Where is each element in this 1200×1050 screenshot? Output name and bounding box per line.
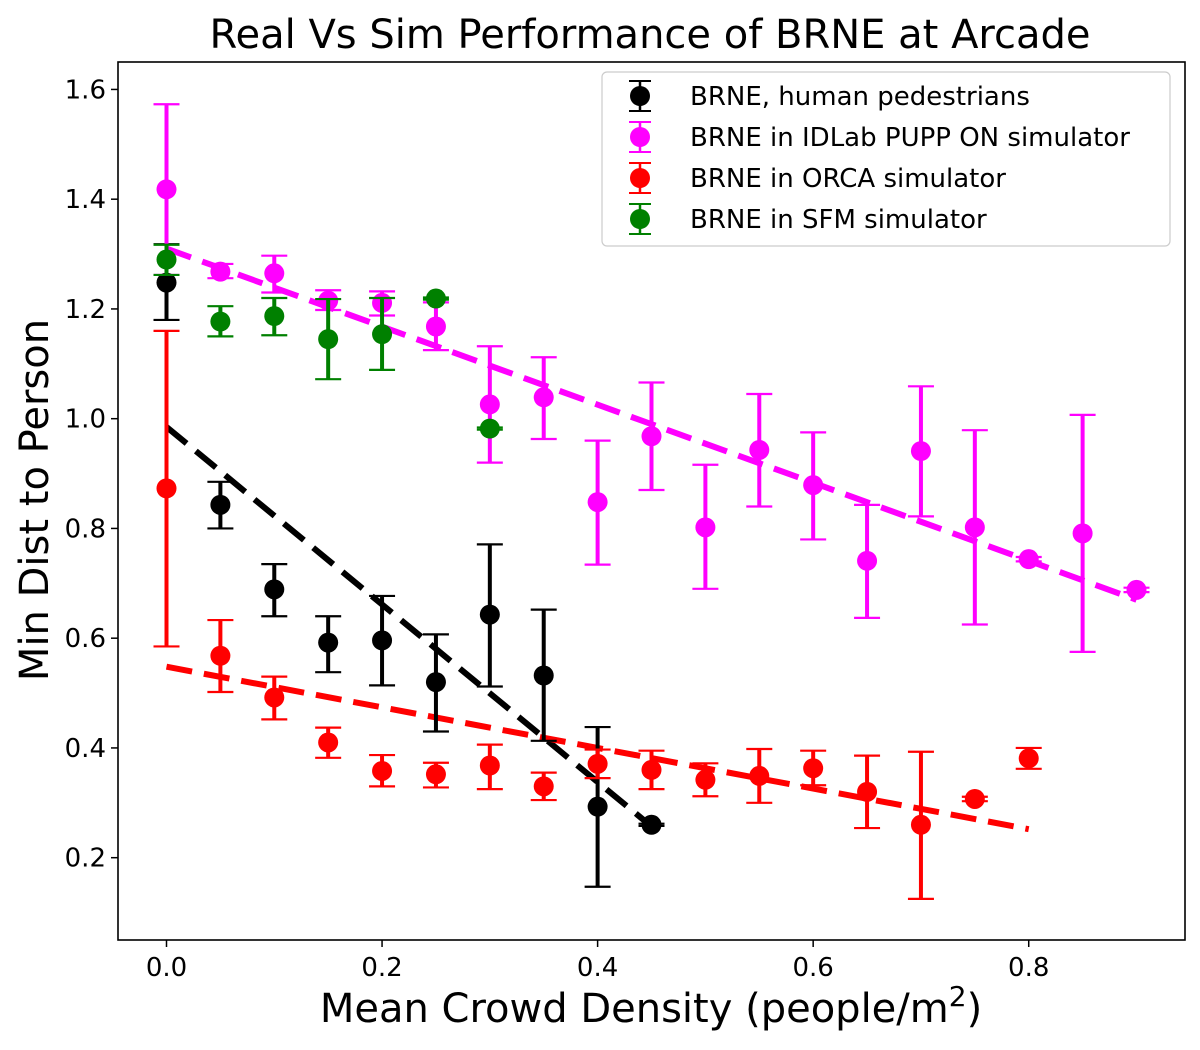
data-point: [264, 687, 285, 708]
y-axis: 0.2 0.4 0.6 0.8 1.0 1.2 1.4 1.6: [65, 75, 118, 874]
data-point: [210, 645, 231, 666]
legend-label: BRNE in SFM simulator: [690, 205, 987, 235]
data-point: [749, 765, 770, 786]
y-tick-label: 0.8: [65, 514, 106, 544]
y-tick-label: 1.4: [65, 185, 106, 215]
trend-lines: [164, 245, 1138, 833]
series-group: [153, 103, 1150, 654]
y-tick-label: 1.6: [65, 75, 106, 105]
legend-marker: [630, 168, 650, 188]
data-point: [857, 781, 878, 802]
data-point: [1072, 523, 1093, 544]
data-point: [695, 517, 716, 538]
data-point: [264, 306, 285, 327]
x-tick-label: 0.0: [146, 953, 187, 983]
data-point: [587, 753, 608, 774]
data-point: [425, 288, 446, 309]
data-point: [425, 764, 446, 785]
legend-item: BRNE in IDLab PUPP ON simulator: [629, 121, 1130, 153]
data-point: [372, 630, 393, 651]
data-point: [910, 814, 931, 835]
y-tick-label: 1.2: [65, 295, 106, 325]
data-point: [318, 632, 339, 653]
data-point: [264, 263, 285, 284]
series-group: [153, 329, 1042, 900]
legend-item: BRNE, human pedestrians: [629, 80, 1030, 112]
legend-marker: [630, 209, 650, 229]
data-point: [857, 550, 878, 571]
x-axis-label: Mean Crowd Density (people/m2): [320, 980, 982, 1032]
series-group: [153, 243, 503, 439]
data-point: [533, 387, 554, 408]
data-point: [641, 759, 662, 780]
data-point: [587, 492, 608, 513]
legend-label: BRNE in ORCA simulator: [690, 164, 1006, 194]
legend-label: BRNE in IDLab PUPP ON simulator: [690, 123, 1130, 153]
data-point: [641, 426, 662, 447]
legend-marker: [630, 86, 650, 106]
legend-label: BRNE, human pedestrians: [690, 82, 1030, 112]
data-point: [425, 672, 446, 693]
data-point: [587, 796, 608, 817]
data-point: [264, 579, 285, 600]
chart-title: Real Vs Sim Performance of BRNE at Arcad…: [210, 12, 1091, 58]
data-point: [479, 604, 500, 625]
data-point: [910, 441, 931, 462]
data-point: [372, 760, 393, 781]
data-points: [153, 103, 1150, 900]
x-tick-label: 0.2: [361, 953, 402, 983]
legend-box: [601, 71, 1171, 247]
data-point: [156, 249, 177, 270]
series-group: [153, 243, 665, 888]
data-point: [964, 517, 985, 538]
trend-line: [164, 424, 654, 829]
data-point: [1126, 579, 1147, 600]
data-point: [641, 814, 662, 835]
data-point: [156, 272, 177, 293]
data-point: [318, 732, 339, 753]
x-tick-label: 0.4: [577, 953, 618, 983]
data-point: [425, 316, 446, 337]
data-point: [803, 758, 824, 779]
y-tick-label: 0.4: [65, 734, 106, 764]
data-point: [749, 439, 770, 460]
data-point: [964, 788, 985, 809]
data-point: [1018, 549, 1039, 570]
data-point: [210, 494, 231, 515]
x-axis: 0.0 0.2 0.4 0.6 0.8: [146, 940, 1049, 983]
data-point: [479, 755, 500, 776]
data-point: [803, 475, 824, 496]
legend: BRNE, human pedestrians BRNE in IDLab PUP…: [601, 71, 1171, 247]
data-point: [318, 329, 339, 350]
data-point: [695, 769, 716, 790]
data-point: [533, 776, 554, 797]
x-tick-label: 0.6: [792, 953, 833, 983]
data-point: [210, 311, 231, 332]
legend-marker: [630, 127, 650, 147]
data-point: [372, 324, 393, 345]
data-point: [156, 478, 177, 499]
data-point: [479, 394, 500, 415]
plot-frame: [117, 61, 1186, 941]
y-tick-label: 1.0: [65, 405, 106, 435]
y-tick-label: 0.2: [65, 844, 106, 874]
y-axis-label: Min Dist to Person: [12, 319, 58, 681]
y-tick-label: 0.6: [65, 624, 106, 654]
data-point: [1018, 748, 1039, 769]
data-point: [479, 418, 500, 439]
x-tick-label: 0.8: [1008, 953, 1049, 983]
data-point: [210, 261, 231, 282]
data-point: [156, 179, 177, 200]
legend-item: BRNE in SFM simulator: [629, 203, 987, 235]
legend-item: BRNE in ORCA simulator: [629, 162, 1006, 194]
data-point: [533, 665, 554, 686]
